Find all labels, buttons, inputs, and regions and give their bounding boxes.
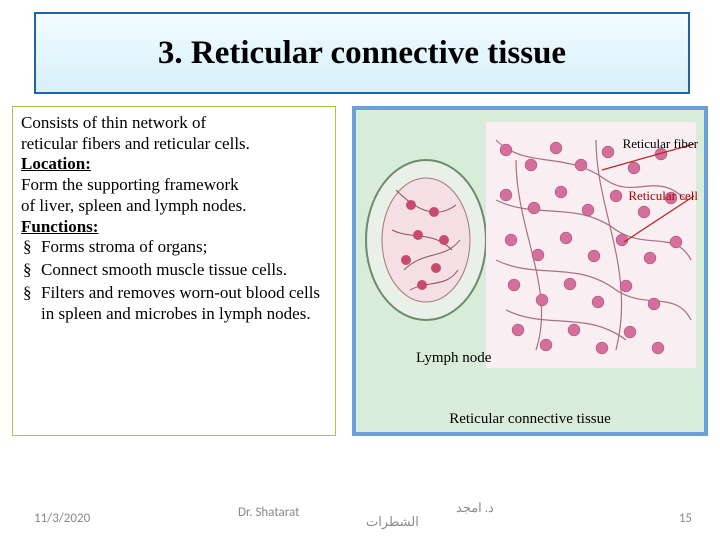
intro-line-2: reticular fibers and reticular cells. [21,134,327,155]
footer-author-en: Dr. Shatarat [238,505,300,520]
footer: 11/3/2020 Dr. Shatarat ﺩ. ﺍﻣﺠﺪ ﺍﻟﺸﻄﺮﺍﺕ 1… [0,500,720,526]
slide-title: 3. Reticular connective tissue [158,35,566,72]
footer-page: 15 [679,511,692,526]
location-line-1: Form the supporting framework [21,175,327,196]
location-heading: Location: [21,154,91,173]
intro-line-1: Consists of thin network of [21,113,327,134]
footer-author-ar1: ﺩ. ﺍﻣﺠﺪ [456,501,494,516]
footer-date: 11/3/2020 [34,511,90,526]
figure-svg [356,110,704,432]
function-item: Connect smooth muscle tissue cells. [41,260,327,281]
label-reticular-cell: Reticular cell [628,188,698,204]
functions-list: Forms stroma of organs; Connect smooth m… [21,237,327,324]
title-box: 3. Reticular connective tissue [34,12,690,94]
footer-author-ar2: ﺍﻟﺸﻄﺮﺍﺕ [366,515,419,530]
function-item: Filters and removes worn-out blood cells… [41,283,327,324]
figure-panel: Reticular fiber Reticular cell Lymph nod… [352,106,708,436]
functions-heading: Functions: [21,217,98,236]
figure-inner: Reticular fiber Reticular cell Lymph nod… [356,110,704,432]
location-line-2: of liver, spleen and lymph nodes. [21,196,327,217]
text-panel: Consists of thin network of reticular fi… [12,106,336,436]
label-reticular-fiber: Reticular fiber [623,136,698,152]
function-item: Forms stroma of organs; [41,237,327,258]
label-lymph-node: Lymph node [416,350,491,367]
figure-caption: Reticular connective tissue [356,411,704,428]
